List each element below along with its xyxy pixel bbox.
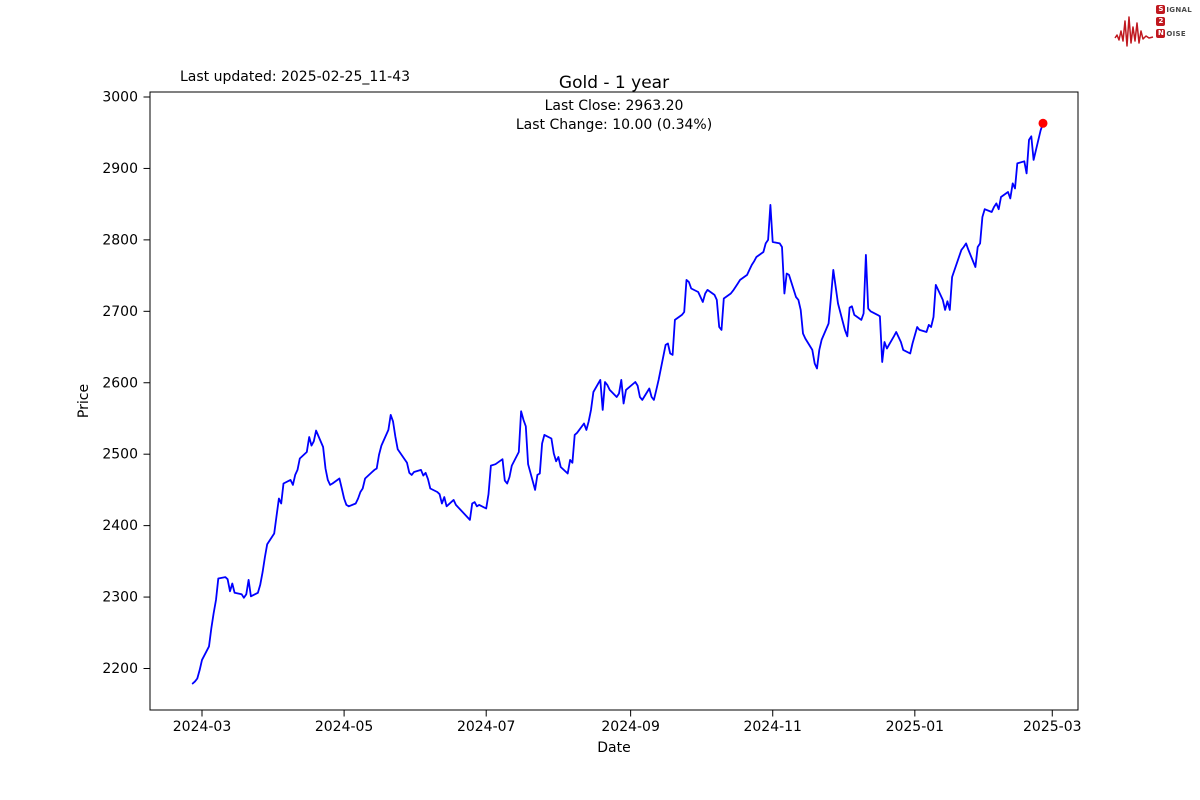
waveform-icon (1114, 16, 1154, 47)
y-axis-label: Price (76, 384, 92, 418)
last-price-marker (1038, 118, 1048, 128)
x-tick-label: 2024-03 (173, 719, 232, 735)
logo-line-signal: S IGNAL (1156, 4, 1192, 15)
logo-noise-rest: OISE (1166, 29, 1186, 38)
signal2noise-logo: S IGNAL 2 N OISE (1114, 4, 1192, 50)
y-tick-label: 2800 (102, 232, 138, 248)
y-tick-label: 3000 (102, 90, 138, 106)
x-axis-label: Date (597, 740, 630, 756)
chart-title: Gold - 1 year (559, 73, 669, 93)
y-tick-label: 2600 (102, 375, 138, 391)
x-tick-label: 2024-05 (315, 719, 374, 735)
logo-2-box: 2 (1156, 17, 1166, 26)
x-tick-label: 2024-11 (743, 719, 802, 735)
y-tick-label: 2500 (102, 447, 138, 463)
x-tick-label: 2025-03 (1023, 719, 1082, 735)
y-tick-label: 2700 (102, 304, 138, 320)
plot-frame (149, 91, 1079, 711)
logo-line-2: 2 (1156, 16, 1192, 27)
y-tick-label: 2200 (102, 661, 138, 677)
last-updated-label: Last updated: 2025-02-25_11-43 (180, 69, 410, 85)
x-tick-label: 2024-09 (601, 719, 660, 735)
last-change-annotation: Last Change: 10.00 (0.34%) (516, 117, 712, 133)
last-close-annotation: Last Close: 2963.20 (545, 98, 684, 114)
price-line (191, 122, 1044, 685)
x-tick-label: 2024-07 (457, 719, 516, 735)
y-tick-label: 2400 (102, 518, 138, 534)
logo-text: S IGNAL 2 N OISE (1156, 4, 1192, 39)
logo-line-noise: N OISE (1156, 28, 1192, 39)
x-tick-label: 2025-01 (886, 719, 945, 735)
y-tick-label: 2900 (102, 161, 138, 177)
y-tick-label: 2300 (102, 590, 138, 606)
logo-n-box: N (1156, 29, 1166, 38)
logo-s-box: S (1156, 5, 1166, 14)
logo-signal-rest: IGNAL (1166, 5, 1192, 14)
